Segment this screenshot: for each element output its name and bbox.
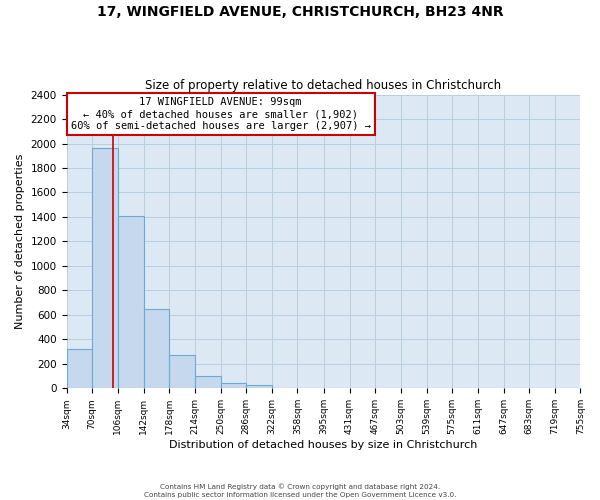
Text: 17 WINGFIELD AVENUE: 99sqm
← 40% of detached houses are smaller (1,902)
60% of s: 17 WINGFIELD AVENUE: 99sqm ← 40% of deta… [71, 98, 371, 130]
Bar [246, 386, 272, 388]
Bar [195, 376, 221, 388]
Y-axis label: Number of detached properties: Number of detached properties [15, 154, 25, 329]
Bar [143, 309, 169, 388]
Bar [169, 354, 195, 388]
Bar [118, 216, 143, 388]
Bar [67, 348, 92, 389]
Text: 17, WINGFIELD AVENUE, CHRISTCHURCH, BH23 4NR: 17, WINGFIELD AVENUE, CHRISTCHURCH, BH23… [97, 5, 503, 19]
Bar [92, 148, 118, 388]
Title: Size of property relative to detached houses in Christchurch: Size of property relative to detached ho… [145, 79, 502, 92]
Text: Contains HM Land Registry data © Crown copyright and database right 2024.
Contai: Contains HM Land Registry data © Crown c… [144, 484, 456, 498]
X-axis label: Distribution of detached houses by size in Christchurch: Distribution of detached houses by size … [169, 440, 478, 450]
Bar [221, 383, 246, 388]
